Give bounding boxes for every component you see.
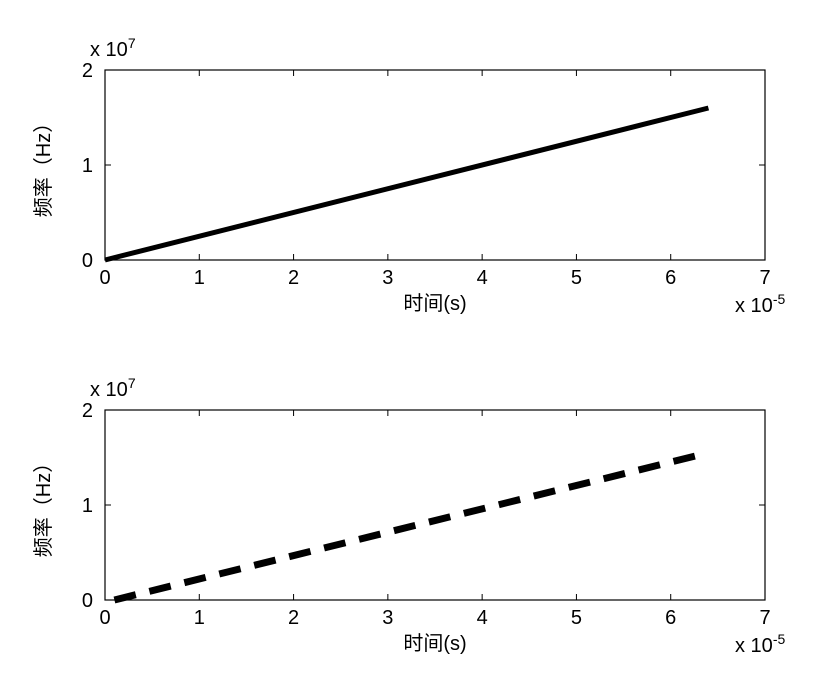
x-tick-label: 3 xyxy=(382,607,393,629)
y-axis-label: 频率（Hz） xyxy=(32,453,55,557)
x-tick-label: 5 xyxy=(571,267,582,289)
x-tick-label: 6 xyxy=(665,267,676,289)
x-tick-label: 0 xyxy=(99,267,110,289)
y-tick-label: 2 xyxy=(82,60,93,82)
y-axis-label: 频率（Hz） xyxy=(32,113,55,217)
y-tick-label: 0 xyxy=(82,590,93,612)
x-exponent-label: x 10-5 xyxy=(735,291,785,317)
y-tick-label: 0 xyxy=(82,250,93,272)
plot-box xyxy=(105,70,765,260)
x-tick-label: 6 xyxy=(665,607,676,629)
x-exponent-label: x 10-5 xyxy=(735,631,785,657)
y-exponent-label: x 107 xyxy=(90,35,136,61)
chart-panel: 0 1 2 3 4 5 6 7 0 1 2 时间(s) x 10-5 频率（Hz） x 107 0 1 2 3 4 5 6… xyxy=(0,0,830,685)
x-tick-label: 4 xyxy=(477,607,488,629)
x-tick-label: 1 xyxy=(194,267,205,289)
x-tick-label: 3 xyxy=(382,267,393,289)
series-line xyxy=(114,453,708,600)
x-axis-label: 时间(s) xyxy=(403,632,466,655)
x-tick-label: 4 xyxy=(477,267,488,289)
y-exponent-label: x 107 xyxy=(90,375,136,401)
y-tick-label: 1 xyxy=(82,495,93,517)
x-tick-label: 7 xyxy=(759,267,770,289)
x-tick-label: 7 xyxy=(759,607,770,629)
x-axis-label: 时间(s) xyxy=(403,292,466,315)
x-tick-label: 2 xyxy=(288,267,299,289)
series-line xyxy=(105,108,708,260)
x-tick-label: 0 xyxy=(99,607,110,629)
x-tick-label: 1 xyxy=(194,607,205,629)
x-tick-label: 2 xyxy=(288,607,299,629)
y-tick-label: 2 xyxy=(82,400,93,422)
chart-svg: 0 1 2 3 4 5 6 7 0 1 2 时间(s) x 10-5 频率（Hz） x 107 0 1 2 3 4 5 6… xyxy=(0,0,830,685)
y-tick-label: 1 xyxy=(82,155,93,177)
plot-box xyxy=(105,410,765,600)
x-tick-label: 5 xyxy=(571,607,582,629)
